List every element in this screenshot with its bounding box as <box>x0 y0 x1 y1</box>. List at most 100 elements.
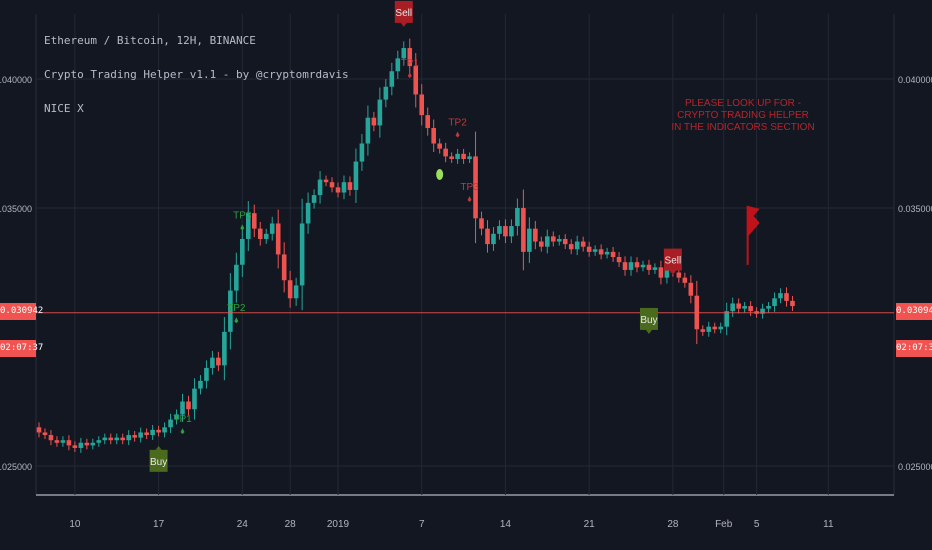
candle-body <box>550 236 556 242</box>
candle-body <box>395 58 401 72</box>
candle <box>168 413 173 434</box>
candle <box>144 428 149 440</box>
candle-body <box>431 128 436 144</box>
candle-body <box>616 257 622 263</box>
candle <box>652 263 658 274</box>
current-price-tag-right: 0.030942 <box>896 303 932 320</box>
candle-body <box>568 244 574 250</box>
candle <box>622 256 628 276</box>
candle-body <box>281 254 287 281</box>
candle-body <box>497 226 502 234</box>
candle-body <box>353 161 359 190</box>
candle-body <box>234 264 239 291</box>
take-profit-label: TP2 <box>227 303 246 314</box>
candle <box>132 431 137 442</box>
candle-body <box>419 94 425 116</box>
candle <box>126 430 131 446</box>
candle-body <box>222 331 227 366</box>
candle-body <box>784 293 789 301</box>
candle-body <box>718 326 724 330</box>
candle <box>634 257 640 273</box>
candle <box>84 438 90 450</box>
candle-body <box>742 306 747 309</box>
candle-body <box>634 262 640 268</box>
candle <box>257 221 263 246</box>
take-profit-signal: TP3 <box>233 210 252 231</box>
candle-body <box>766 306 771 309</box>
candle <box>323 175 329 187</box>
candle <box>646 259 652 275</box>
take-profit-label: TP1 <box>401 58 420 69</box>
candle-body <box>305 202 311 224</box>
candle <box>162 422 167 438</box>
candle <box>42 428 48 440</box>
candle <box>485 220 490 253</box>
take-profit-label: TP2 <box>448 117 467 128</box>
candle-body <box>772 298 777 307</box>
candle-body <box>688 282 694 296</box>
candle-body <box>748 306 753 312</box>
candle-body <box>539 241 544 247</box>
candle-body <box>120 437 126 441</box>
candle <box>395 50 401 79</box>
take-profit-marker <box>234 317 239 324</box>
candle-body <box>556 238 562 242</box>
candle-body <box>455 153 460 159</box>
candle <box>419 84 425 126</box>
countdown-tag-right: 02:07:37 <box>896 340 932 357</box>
candle-body <box>437 143 442 149</box>
indicator-legend[interactable]: Crypto Trading Helper v1.1 - by @cryptom… <box>44 68 349 81</box>
candle <box>604 247 610 259</box>
candle <box>401 41 407 66</box>
buy-label-box <box>639 307 658 330</box>
candle <box>287 270 293 308</box>
candle <box>371 111 377 132</box>
candle <box>724 302 729 336</box>
candle <box>437 138 442 154</box>
candle-body <box>574 241 580 250</box>
candle-body <box>509 226 514 237</box>
candle-body <box>449 156 454 159</box>
candle-body <box>533 228 538 242</box>
candle <box>413 53 419 108</box>
candle <box>568 239 574 255</box>
candle-body <box>724 311 729 327</box>
candle-body <box>329 182 335 188</box>
candle <box>48 430 54 446</box>
y-tick-label-right: 0.035000 <box>898 204 932 214</box>
take-profit-label: TP1 <box>173 414 192 425</box>
indicator-annotation: PLEASE LOOK UP FOR - CRYPTO TRADING HELP… <box>668 98 818 134</box>
candle-body <box>180 401 185 415</box>
candle-body <box>156 429 161 433</box>
candle <box>712 322 718 334</box>
candle-body <box>628 262 634 270</box>
candle <box>281 242 287 293</box>
candle <box>234 252 239 303</box>
candle <box>503 219 508 244</box>
candle <box>772 292 777 312</box>
candle-body <box>90 442 96 446</box>
x-tick-label: 5 <box>754 519 760 530</box>
candle-body <box>527 228 532 252</box>
candle <box>580 236 586 252</box>
candle-body <box>287 280 293 299</box>
candle <box>204 360 209 389</box>
candle <box>96 436 102 447</box>
candle <box>347 176 353 196</box>
candle <box>509 219 514 244</box>
candle-body <box>407 48 413 67</box>
candle <box>407 38 413 76</box>
candle-body <box>383 86 389 100</box>
candle-body <box>269 223 275 234</box>
x-tick-label: 11 <box>823 519 834 530</box>
candle <box>479 211 484 236</box>
candle <box>36 422 42 438</box>
buy-label-text: Buy <box>640 315 657 326</box>
candle-body <box>467 156 472 159</box>
candle <box>748 301 753 317</box>
candle-body <box>48 435 54 441</box>
candle-body <box>515 208 520 227</box>
candle <box>610 246 616 262</box>
candle <box>497 220 502 240</box>
